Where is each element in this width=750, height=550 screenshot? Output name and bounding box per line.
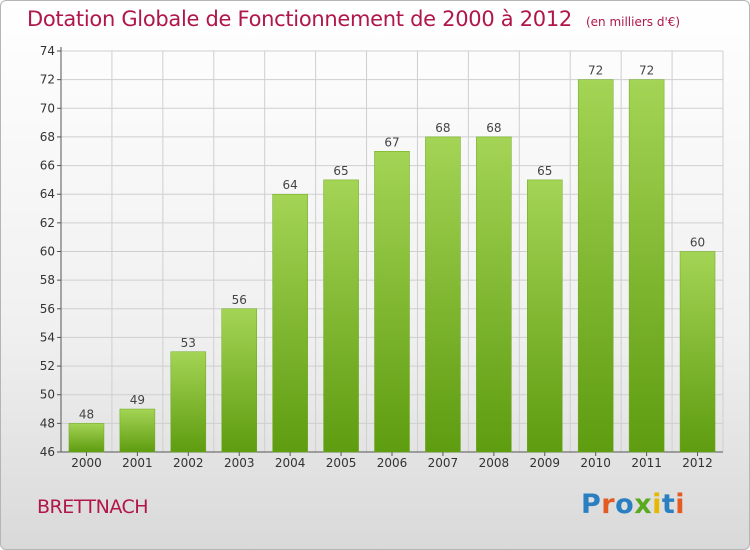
- data-label: 49: [130, 393, 145, 407]
- y-tick-label: 58: [40, 273, 55, 287]
- data-label: 64: [283, 178, 298, 192]
- y-tick-label: 72: [40, 73, 55, 87]
- logo-letter: t: [661, 489, 676, 520]
- bar-2011: [628, 79, 665, 453]
- y-tick-label: 60: [40, 245, 55, 259]
- bar-2008: [476, 136, 512, 453]
- data-label: 72: [639, 64, 654, 78]
- x-tick-label: 2004: [275, 456, 306, 470]
- bar-2006: [374, 151, 410, 453]
- data-label: 68: [486, 121, 501, 135]
- logo-letter: i: [675, 489, 686, 520]
- x-tick-label: 2012: [682, 456, 713, 470]
- chart-title: Dotation Globale de Fonctionnement de 20…: [27, 7, 680, 31]
- data-label: 65: [537, 164, 552, 178]
- proxiti-logo[interactable]: Proxiti: [581, 489, 685, 520]
- y-tick-label: 48: [40, 416, 55, 430]
- x-tick-label: 2006: [377, 456, 408, 470]
- x-tick-label: 2008: [479, 456, 510, 470]
- data-label: 65: [333, 164, 348, 178]
- axes: 46 48 50 52 54 56 58 60 62 64 66 68 70 72 74 2000 2001 20…: [40, 44, 723, 470]
- x-tick-label: 2009: [529, 456, 560, 470]
- commune-name: BRETTNACH: [37, 496, 149, 518]
- bar-2003: [221, 308, 257, 453]
- y-tick-label: 70: [40, 101, 55, 115]
- chart-title-main: Dotation Globale de Fonctionnement de 20…: [27, 7, 572, 31]
- x-tick-label: 2001: [122, 456, 153, 470]
- logo-letter: r: [601, 489, 616, 520]
- bar-2005: [323, 179, 359, 453]
- y-tick-label: 50: [40, 388, 55, 402]
- logo-letter: o: [615, 489, 635, 520]
- logo-letter: x: [634, 489, 653, 520]
- bar-2009: [527, 179, 563, 453]
- x-tick-label: 2007: [428, 456, 459, 470]
- chart-title-unit: (en milliers d'€): [585, 15, 681, 29]
- x-tick-label: 2011: [631, 456, 662, 470]
- bar-2007: [425, 136, 461, 453]
- y-tick-label: 66: [40, 159, 55, 173]
- y-tick-label: 54: [40, 330, 55, 344]
- y-tick-label: 62: [40, 216, 55, 230]
- logo-letter: P: [581, 489, 602, 520]
- x-tick-label: 2003: [224, 456, 255, 470]
- bar-2012: [679, 251, 716, 453]
- x-tick-label: 2000: [71, 456, 102, 470]
- x-tick-label: 2005: [326, 456, 357, 470]
- data-label: 68: [435, 121, 450, 135]
- data-labels: 48 49 53 56 64 65 67 68 68 65 72 72 60: [79, 64, 705, 422]
- y-tick-label: 74: [40, 44, 55, 58]
- bar-2004: [272, 193, 308, 453]
- bars: [68, 79, 716, 453]
- y-tick-label: 56: [40, 302, 55, 316]
- data-label: 60: [690, 236, 705, 250]
- data-label: 53: [181, 336, 196, 350]
- bar-2010: [577, 79, 614, 453]
- x-tick-label: 2002: [173, 456, 204, 470]
- data-label: 67: [384, 135, 399, 149]
- x-tick-label: 2010: [580, 456, 611, 470]
- bar-2001: [119, 408, 156, 453]
- y-tick-label: 52: [40, 359, 55, 373]
- data-label: 48: [79, 407, 94, 421]
- y-tick-label: 68: [40, 130, 55, 144]
- y-tick-label: 64: [40, 187, 55, 201]
- y-tick-label: 46: [40, 445, 55, 459]
- data-label: 72: [588, 64, 603, 78]
- bar-2002: [170, 351, 207, 453]
- data-label: 56: [232, 293, 247, 307]
- bar-2000: [68, 423, 105, 453]
- logo-letter: i: [652, 489, 662, 520]
